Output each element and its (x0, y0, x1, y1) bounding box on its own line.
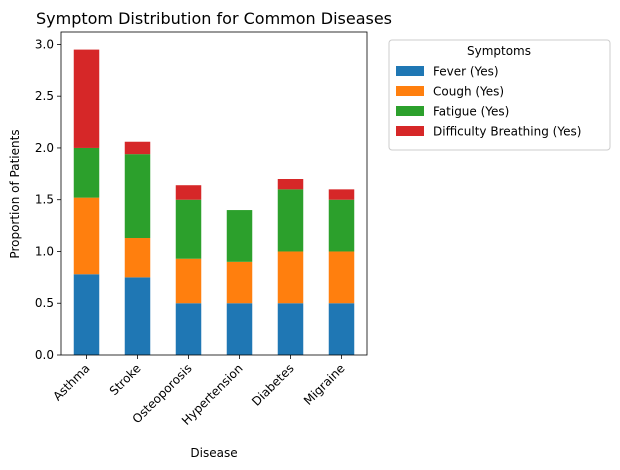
legend-entry-label: Difficulty Breathing (Yes) (433, 125, 581, 139)
bar-osteoporosis-series-3 (175, 185, 202, 200)
legend: Symptoms Fever (Yes) Cough (Yes) Fatigue (… (388, 39, 611, 151)
bar-asthma-series-3 (73, 49, 100, 148)
y-tick-label: 3.0 (35, 37, 54, 51)
bar-migraine-series-2 (328, 199, 355, 252)
chart-title: Symptom Distribution for Common Diseases (36, 9, 392, 28)
bar-hypertension-series-0 (226, 303, 253, 355)
bar-diabetes-series-0 (277, 303, 304, 355)
y-tick-label: 0.0 (35, 348, 54, 362)
legend-swatch (396, 106, 424, 116)
bar-diabetes-series-1 (277, 251, 304, 304)
y-tick-label: 0.5 (35, 296, 54, 310)
y-tick-label: 2.0 (35, 141, 54, 155)
x-tick-label: Asthma (50, 361, 92, 403)
bar-migraine-series-0 (328, 303, 355, 355)
bar-hypertension-series-1 (226, 261, 253, 304)
y-axis-label: Proportion of Patients (8, 129, 22, 258)
bar-asthma-series-1 (73, 197, 100, 275)
bar-stroke-series-0 (124, 277, 151, 355)
x-tick-label: Stroke (107, 361, 144, 398)
bar-migraine-series-3 (328, 189, 355, 200)
legend-frame (388, 39, 611, 151)
legend-entry-label: Fatigue (Yes) (433, 105, 509, 119)
bar-asthma-series-2 (73, 147, 100, 198)
x-axis-label: Disease (190, 446, 237, 460)
legend-swatch (396, 86, 424, 96)
bar-stroke-series-2 (124, 154, 151, 239)
bar-stroke-series-1 (124, 238, 151, 278)
legend-swatch (396, 66, 424, 76)
y-tick-label: 1.5 (35, 193, 54, 207)
bar-asthma-series-0 (73, 274, 100, 355)
bar-osteoporosis-series-2 (175, 199, 202, 259)
x-tick-label: Diabetes (249, 361, 297, 409)
bar-diabetes-series-3 (277, 179, 304, 190)
legend-entry-label: Fever (Yes) (433, 65, 499, 79)
legend-swatch (396, 126, 424, 136)
bar-migraine-series-1 (328, 251, 355, 304)
legend-title: Symptoms (467, 44, 531, 58)
bar-hypertension-series-2 (226, 210, 253, 262)
y-tick-label: 2.5 (35, 89, 54, 103)
x-tick-label: Migraine (301, 361, 348, 408)
bar-diabetes-series-2 (277, 189, 304, 252)
bar-osteoporosis-series-1 (175, 258, 202, 304)
bar-stroke-series-3 (124, 141, 151, 155)
bar-osteoporosis-series-0 (175, 303, 202, 355)
y-tick-label: 1.0 (35, 244, 54, 258)
legend-entry-label: Cough (Yes) (433, 85, 504, 99)
axes-frame (60, 31, 368, 356)
